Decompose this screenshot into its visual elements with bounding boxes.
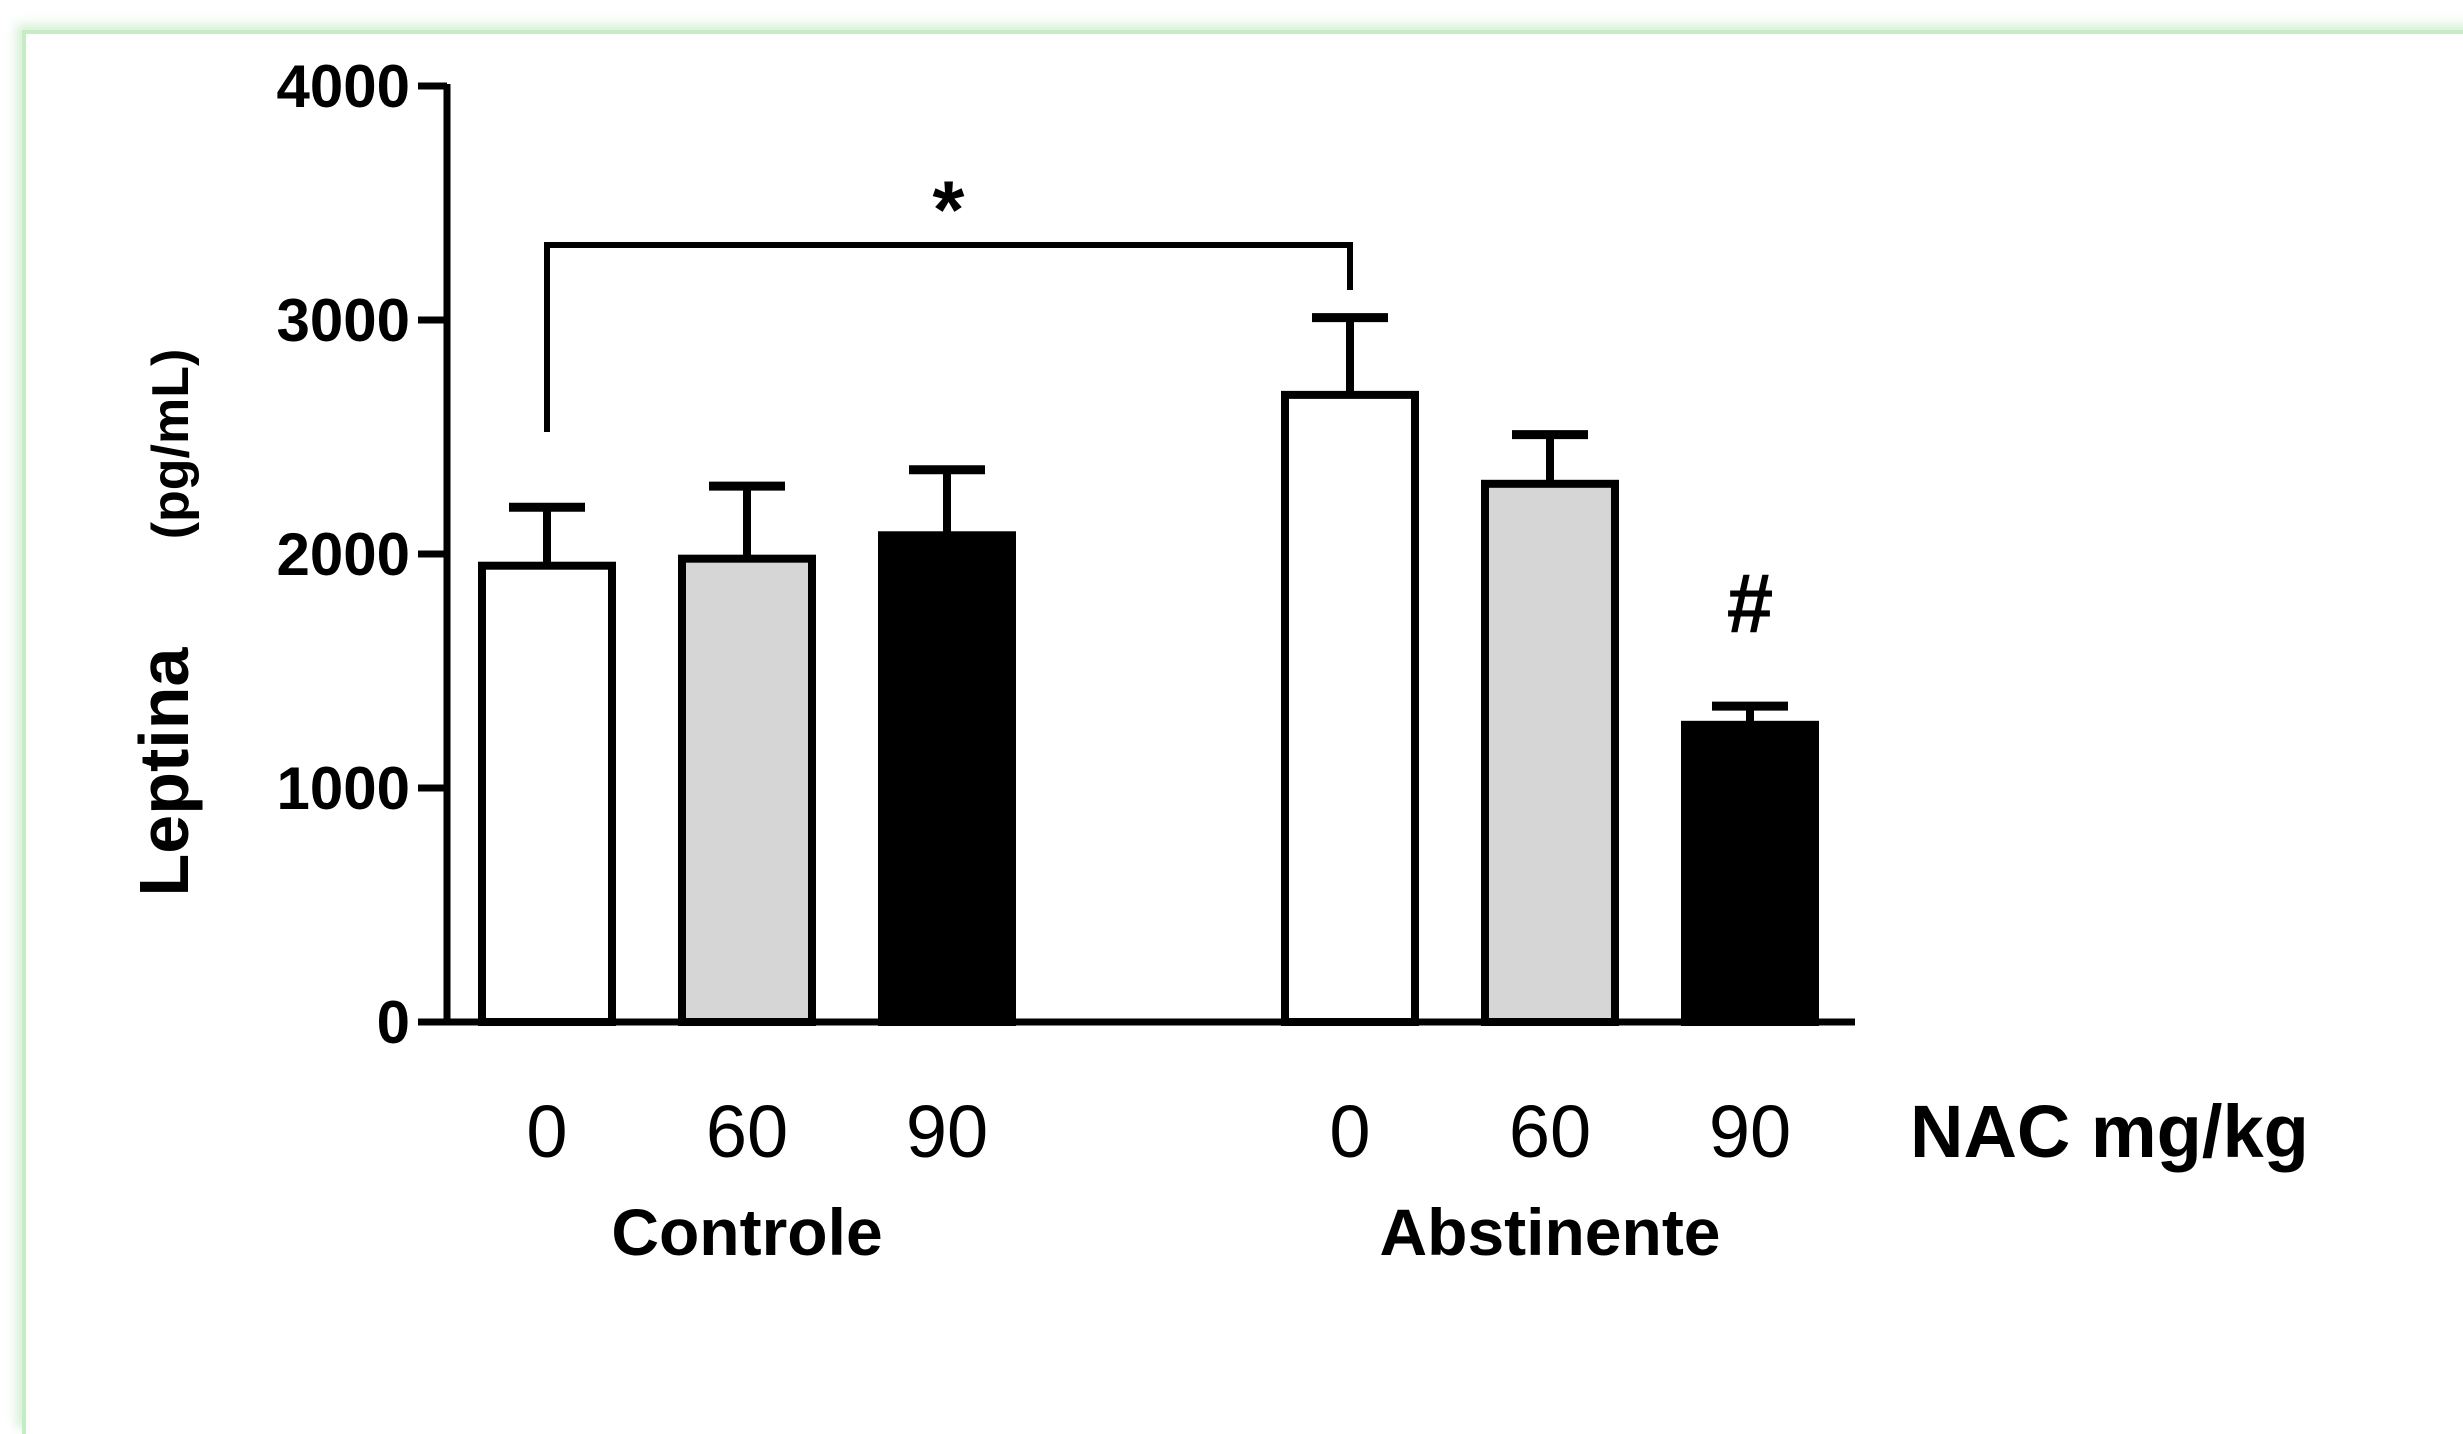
frame-border xyxy=(22,30,2463,1434)
bar xyxy=(1281,390,1419,1026)
significance-hash: # xyxy=(1727,556,1774,650)
x-tick-label: 60 xyxy=(706,1090,788,1173)
x-unit-label: NAC mg/kg xyxy=(1910,1090,2309,1173)
bar xyxy=(1481,479,1619,1026)
x-tick-label: 90 xyxy=(906,1090,988,1173)
x-tick-label: 60 xyxy=(1509,1090,1591,1173)
bar xyxy=(478,561,616,1026)
group-label: Abstinente xyxy=(1379,1195,1720,1269)
y-axis-unit: (pg/mL) xyxy=(142,349,200,540)
y-tick-label: 3000 xyxy=(277,287,410,354)
x-tick-label: 0 xyxy=(526,1090,567,1173)
bar xyxy=(878,531,1016,1027)
group-label: Controle xyxy=(611,1195,882,1269)
y-tick-label: 1000 xyxy=(277,755,410,822)
x-tick-label: 90 xyxy=(1709,1090,1791,1173)
bar-chart: 0 1000 2000 3000 4000 0 60 90 Controle 0 60 90 Abst… xyxy=(125,53,2309,1269)
y-axis-title: Leptina xyxy=(125,646,203,896)
y-tick-label: 2000 xyxy=(277,521,410,588)
annotations-layer: *# xyxy=(544,165,1774,650)
significance-bracket xyxy=(544,242,1353,432)
y-tick-label: 4000 xyxy=(277,53,410,120)
axes-layer xyxy=(443,84,1855,1026)
category-labels: 0 60 90 Controle 0 60 90 Abstinente xyxy=(526,1090,1791,1269)
ticks-layer: 0 1000 2000 3000 4000 xyxy=(277,53,447,1056)
y-tick-label: 0 xyxy=(377,989,410,1056)
x-tick-label: 0 xyxy=(1329,1090,1370,1173)
bar xyxy=(1681,720,1819,1026)
bars-layer xyxy=(478,313,1819,1027)
figure-frame: 0 1000 2000 3000 4000 0 60 90 Controle 0 60 90 Abst… xyxy=(22,30,2463,1434)
bar xyxy=(678,554,816,1026)
significance-star: * xyxy=(933,165,965,256)
